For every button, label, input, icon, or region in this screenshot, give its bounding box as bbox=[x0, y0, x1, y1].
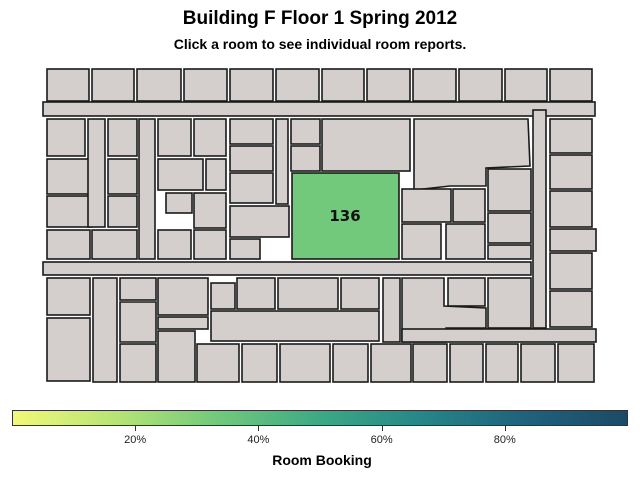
room-booking-colorbar bbox=[12, 410, 628, 426]
room[interactable] bbox=[229, 172, 274, 204]
room[interactable] bbox=[412, 68, 457, 102]
room[interactable] bbox=[107, 118, 138, 157]
room[interactable] bbox=[549, 290, 593, 328]
room[interactable] bbox=[46, 229, 91, 260]
room[interactable] bbox=[87, 118, 106, 228]
room[interactable] bbox=[487, 244, 532, 260]
colorbar-tick-label: 80% bbox=[493, 434, 516, 446]
room[interactable] bbox=[205, 158, 227, 191]
room[interactable] bbox=[157, 118, 192, 157]
room[interactable] bbox=[183, 68, 228, 102]
room[interactable] bbox=[46, 158, 93, 195]
room[interactable] bbox=[332, 343, 369, 383]
room-136-label: 136 bbox=[329, 207, 360, 225]
room[interactable] bbox=[321, 118, 411, 172]
room[interactable] bbox=[196, 343, 240, 383]
room[interactable] bbox=[487, 212, 532, 244]
room[interactable] bbox=[136, 68, 182, 102]
colorbar-tick-label: 60% bbox=[370, 434, 393, 446]
colorbar-title: Room Booking bbox=[272, 452, 372, 468]
corridor[interactable] bbox=[42, 101, 596, 117]
room[interactable] bbox=[157, 229, 192, 260]
room[interactable] bbox=[241, 343, 278, 383]
room[interactable] bbox=[277, 277, 339, 310]
room[interactable] bbox=[279, 343, 331, 383]
room[interactable] bbox=[193, 229, 227, 260]
room[interactable] bbox=[458, 68, 503, 102]
room[interactable] bbox=[157, 277, 209, 316]
room[interactable] bbox=[46, 68, 90, 102]
room[interactable] bbox=[382, 277, 401, 343]
room[interactable] bbox=[401, 223, 442, 260]
room[interactable] bbox=[91, 229, 138, 260]
room[interactable] bbox=[445, 223, 486, 260]
room[interactable] bbox=[107, 195, 138, 228]
floor-plan-map: 136 bbox=[42, 68, 597, 383]
room[interactable] bbox=[549, 190, 593, 228]
room[interactable] bbox=[138, 118, 156, 260]
room[interactable] bbox=[157, 158, 204, 191]
room[interactable] bbox=[485, 343, 519, 383]
colorbar-tick-label: 20% bbox=[124, 434, 147, 446]
room[interactable] bbox=[452, 188, 486, 223]
room[interactable] bbox=[165, 192, 193, 214]
room[interactable] bbox=[549, 68, 593, 102]
room[interactable] bbox=[290, 118, 321, 145]
room[interactable] bbox=[487, 277, 532, 329]
room[interactable] bbox=[46, 195, 93, 228]
room[interactable] bbox=[275, 118, 289, 205]
room[interactable] bbox=[275, 68, 320, 102]
room[interactable] bbox=[370, 343, 412, 383]
room[interactable] bbox=[549, 252, 593, 290]
room[interactable] bbox=[549, 154, 593, 190]
colorbar-tick bbox=[258, 426, 260, 431]
room[interactable] bbox=[321, 68, 365, 102]
page-subtitle: Click a room to see individual room repo… bbox=[173, 36, 467, 52]
room[interactable] bbox=[157, 330, 196, 383]
room[interactable] bbox=[549, 228, 597, 252]
corridor[interactable] bbox=[42, 261, 532, 276]
room[interactable] bbox=[340, 277, 380, 310]
room[interactable] bbox=[504, 68, 548, 102]
room[interactable] bbox=[119, 277, 157, 301]
room[interactable] bbox=[46, 277, 91, 316]
room[interactable] bbox=[193, 192, 227, 229]
room[interactable] bbox=[290, 145, 321, 172]
room[interactable] bbox=[91, 68, 135, 102]
colorbar-tick bbox=[504, 426, 506, 431]
room[interactable] bbox=[549, 118, 593, 154]
room[interactable] bbox=[157, 316, 209, 330]
room[interactable] bbox=[210, 282, 236, 310]
room[interactable] bbox=[229, 68, 274, 102]
colorbar-tick-label: 40% bbox=[247, 434, 270, 446]
room[interactable] bbox=[557, 343, 595, 383]
page-title: Building F Floor 1 Spring 2012 bbox=[182, 8, 458, 29]
room[interactable] bbox=[236, 277, 276, 310]
room[interactable] bbox=[412, 343, 448, 383]
room[interactable] bbox=[487, 168, 532, 212]
room[interactable] bbox=[447, 277, 486, 307]
room[interactable] bbox=[520, 343, 556, 383]
room[interactable] bbox=[532, 109, 547, 329]
colorbar-tick bbox=[381, 426, 383, 431]
room[interactable] bbox=[107, 158, 138, 195]
room[interactable] bbox=[366, 68, 411, 102]
room[interactable] bbox=[229, 145, 274, 172]
room[interactable] bbox=[210, 310, 380, 342]
room[interactable] bbox=[229, 205, 290, 238]
room[interactable] bbox=[229, 118, 274, 145]
room[interactable] bbox=[46, 118, 86, 157]
room-136[interactable] bbox=[291, 172, 400, 260]
room[interactable] bbox=[449, 343, 484, 383]
room[interactable] bbox=[401, 188, 452, 223]
colorbar-tick bbox=[135, 426, 137, 431]
room[interactable] bbox=[193, 118, 227, 157]
room[interactable] bbox=[401, 328, 597, 343]
room[interactable] bbox=[229, 238, 261, 260]
room[interactable] bbox=[92, 277, 118, 383]
room[interactable] bbox=[46, 317, 91, 382]
room[interactable] bbox=[119, 343, 157, 383]
room[interactable] bbox=[119, 301, 157, 343]
